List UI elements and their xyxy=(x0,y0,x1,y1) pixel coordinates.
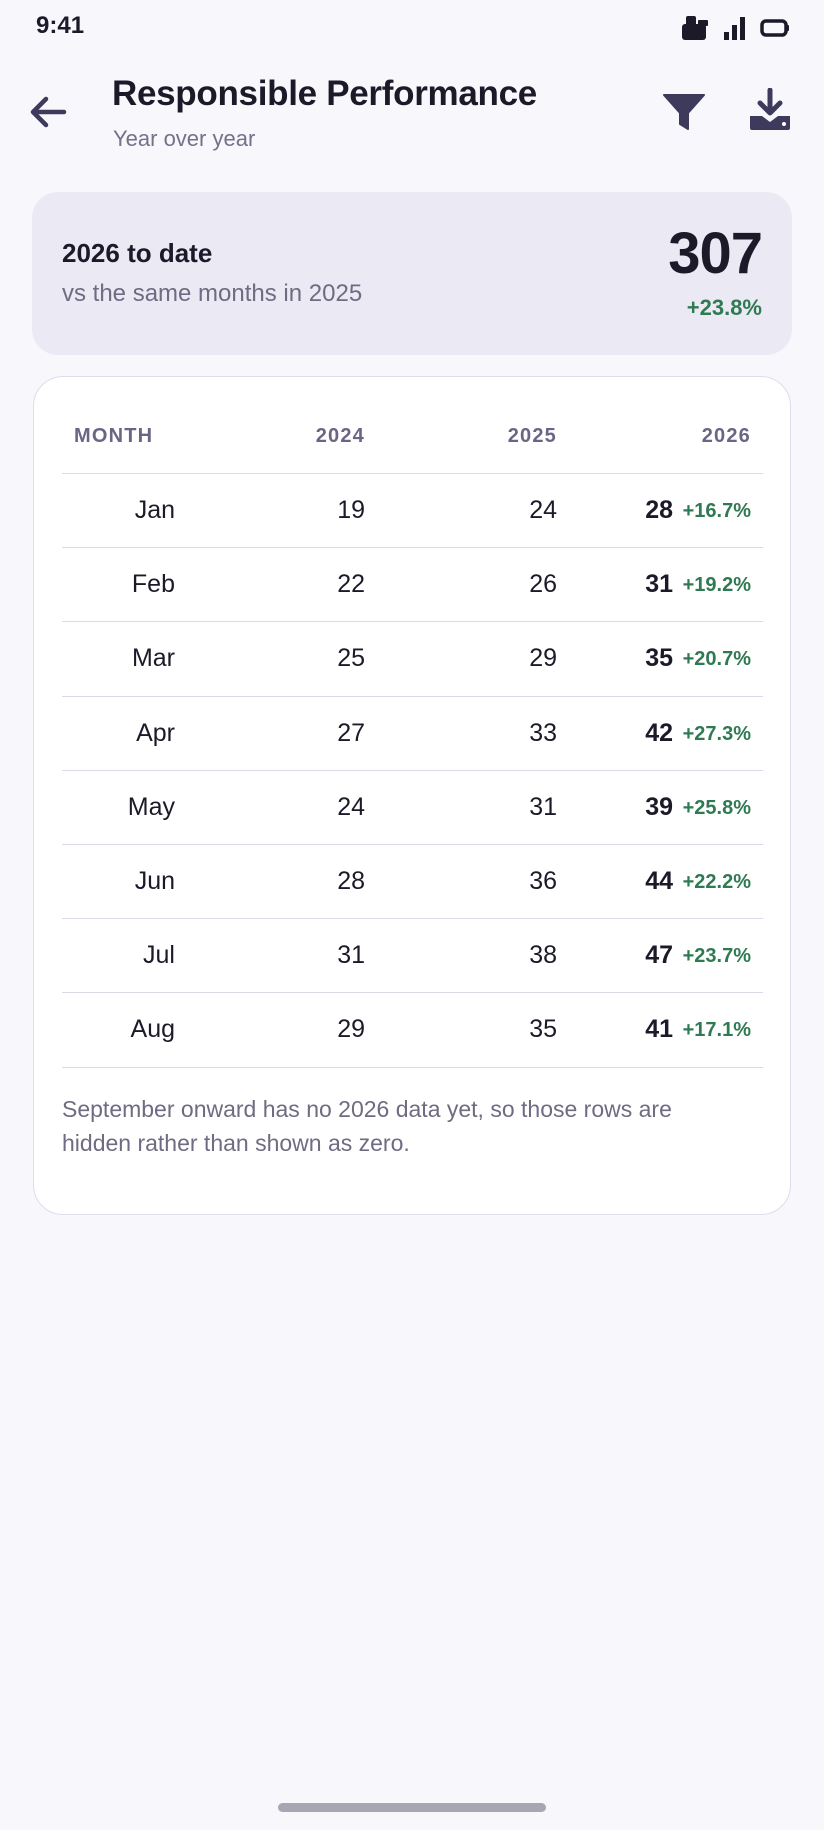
cell-2025: 35 xyxy=(529,1015,557,1044)
status-icons xyxy=(680,14,790,42)
cell-2025: 29 xyxy=(529,644,557,673)
cell-change: +20.7% xyxy=(682,648,751,671)
table-row: Mar 25 29 35 +20.7% xyxy=(62,622,763,697)
cell-month: Feb xyxy=(131,570,175,599)
summary-label: 2026 to date xyxy=(62,238,213,268)
signal-icon xyxy=(724,17,745,40)
column-header-2025: 2025 xyxy=(507,425,557,447)
cell-2024: 19 xyxy=(337,496,365,524)
summary-card: 2026 to date vs the same months in 2025 … xyxy=(32,192,792,355)
app-header: Responsible Performance Year over year xyxy=(0,60,824,160)
filter-button[interactable] xyxy=(658,86,710,138)
table-header: MONTH 2024 2025 2026 xyxy=(62,377,763,474)
cell-2025: 24 xyxy=(529,496,557,524)
summary-value: 307 xyxy=(668,221,763,286)
cell-2024: 28 xyxy=(337,866,365,895)
home-indicator[interactable] xyxy=(278,1803,546,1812)
notification-icon xyxy=(682,16,708,40)
cell-2026: 41 xyxy=(645,1015,673,1044)
download-icon xyxy=(750,88,790,130)
cell-2026: 28 xyxy=(645,496,673,524)
cell-2024: 29 xyxy=(337,1015,365,1044)
cell-2025: 33 xyxy=(529,718,557,747)
cell-2026: 35 xyxy=(645,644,673,673)
arrow-left-icon xyxy=(30,96,67,128)
cell-2025: 36 xyxy=(529,866,557,895)
table-footnote: September onward has no 2026 data yet, s… xyxy=(62,1096,672,1156)
column-header-month: MONTH xyxy=(74,425,154,447)
cell-2024: 31 xyxy=(337,941,365,970)
table-row: Feb 22 26 31 +19.2% xyxy=(62,548,763,623)
cell-2024: 22 xyxy=(337,570,365,599)
summary-change: +23.8% xyxy=(686,295,762,320)
status-time: 9:41 xyxy=(36,12,85,39)
cell-change: +19.2% xyxy=(682,574,751,597)
cell-2026: 42 xyxy=(645,718,673,747)
table-row: Jul 31 38 47 +23.7% xyxy=(62,919,763,994)
cell-2024: 24 xyxy=(337,792,365,821)
cell-change: +22.2% xyxy=(682,870,751,893)
cell-change: +17.1% xyxy=(682,1019,751,1042)
cell-change: +27.3% xyxy=(682,722,751,745)
table-body: Jan 19 24 28 +16.7% Feb 22 26 31 +19.2% Mar 25 29 35 +… xyxy=(62,474,763,1068)
table-row: Aug 29 35 41 +17.1% xyxy=(62,993,763,1068)
back-button[interactable] xyxy=(24,88,72,136)
filter-icon xyxy=(663,94,705,130)
cell-month: Jun xyxy=(134,866,175,895)
cell-2026: 39 xyxy=(645,792,673,821)
download-button[interactable] xyxy=(744,84,796,136)
cell-2026: 44 xyxy=(645,866,673,895)
cell-2026: 47 xyxy=(645,941,673,970)
performance-table-card: MONTH 2024 2025 2026 Jan 19 24 28 +16.7% Feb 2… xyxy=(33,376,791,1215)
summary-comparison: vs the same months in 2025 xyxy=(62,280,363,307)
page-subtitle: Year over year xyxy=(113,126,256,151)
cell-2024: 25 xyxy=(337,644,365,673)
cell-month: May xyxy=(127,792,175,821)
table-row: Jan 19 24 28 +16.7% xyxy=(62,474,763,549)
cell-change: +23.7% xyxy=(682,945,751,968)
table-row: May 24 31 39 +25.8% xyxy=(62,771,763,845)
cell-month: Mar xyxy=(131,644,175,673)
cell-2025: 38 xyxy=(529,941,557,970)
status-bar: 9:41 xyxy=(0,0,824,56)
cell-2024: 27 xyxy=(337,718,365,747)
cell-2026: 31 xyxy=(645,570,673,599)
cell-change: +25.8% xyxy=(682,796,751,819)
cell-2025: 26 xyxy=(529,570,557,599)
cell-month: Apr xyxy=(136,718,175,747)
page-title: Responsible Performance xyxy=(112,74,537,113)
column-header-2026: 2026 xyxy=(701,425,751,447)
cell-month: Aug xyxy=(130,1015,175,1044)
cell-2025: 31 xyxy=(529,792,557,821)
cell-month: Jan xyxy=(134,496,175,524)
table-row: Apr 27 33 42 +27.3% xyxy=(62,697,763,771)
performance-table: MONTH 2024 2025 2026 Jan 19 24 28 +16.7% Feb 2… xyxy=(62,377,763,1068)
cell-month: Jul xyxy=(143,941,175,970)
table-row: Jun 28 36 44 +22.2% xyxy=(62,845,763,920)
cell-change: +16.7% xyxy=(682,500,751,522)
battery-icon xyxy=(760,19,789,37)
column-header-2024: 2024 xyxy=(315,425,365,447)
